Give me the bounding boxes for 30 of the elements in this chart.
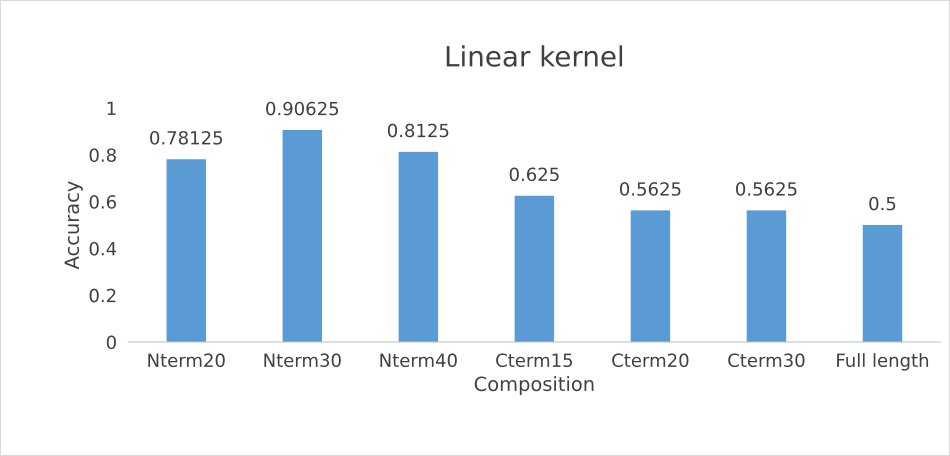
y-tick-label: 0.4	[90, 242, 116, 256]
x-tick-label: Cterm15	[496, 353, 572, 368]
y-tick-label: 0	[106, 335, 116, 350]
x-tick-label: Nterm20	[148, 353, 225, 368]
chart-title: Linear kernel	[446, 45, 622, 67]
bar	[862, 225, 902, 342]
y-axis-title: Accuracy	[64, 181, 83, 270]
bar	[746, 210, 786, 342]
bar	[282, 130, 322, 342]
data-label: 0.90625	[266, 102, 338, 116]
x-tick-label: Cterm30	[728, 353, 804, 368]
data-label: 0.5625	[736, 182, 796, 196]
data-label: 0.8125	[388, 124, 448, 138]
x-tick-label: Full length	[837, 353, 928, 371]
bar	[514, 196, 554, 342]
data-label: 0.5	[869, 196, 896, 210]
y-tick-label: 0.8	[90, 148, 116, 162]
x-tick-label: Cterm20	[612, 353, 688, 368]
bar	[166, 159, 206, 342]
bar	[630, 210, 670, 342]
x-tick-label: Nterm40	[380, 353, 457, 368]
y-tick-label: 1	[108, 102, 116, 115]
data-label: 0.78125	[150, 130, 222, 145]
bar	[398, 152, 438, 342]
data-label: 0.625	[510, 168, 559, 182]
x-axis-title: Composition	[474, 376, 594, 395]
y-tick-label: 0.2	[90, 288, 116, 302]
y-tick-label: 0.6	[90, 195, 116, 209]
data-label: 0.5625	[620, 182, 680, 196]
x-tick-label: Nterm30	[264, 353, 341, 368]
